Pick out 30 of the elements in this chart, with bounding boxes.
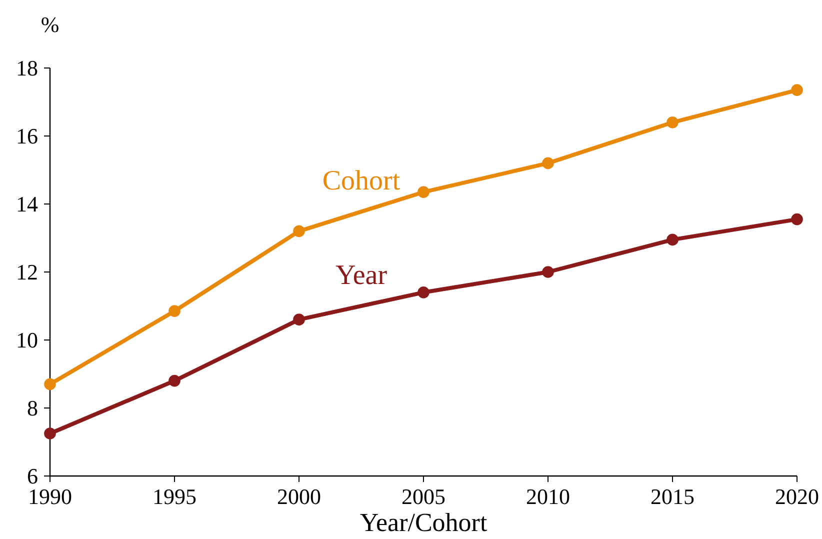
point — [666, 234, 678, 246]
point — [666, 116, 678, 128]
x-tick-label: 2005 — [402, 484, 446, 509]
point — [418, 186, 430, 198]
point — [293, 314, 305, 326]
y-tick-label: 18 — [16, 56, 38, 81]
y-tick-label: 8 — [27, 396, 38, 421]
point — [542, 157, 554, 170]
point — [168, 305, 180, 318]
y-tick-label: 10 — [16, 328, 38, 353]
point — [44, 378, 56, 390]
point — [791, 84, 803, 96]
x-tick-label: 1995 — [152, 484, 196, 509]
point — [791, 213, 803, 226]
point — [44, 428, 56, 440]
x-tick-label: 2010 — [526, 484, 570, 509]
series-label: Cohort — [322, 166, 400, 197]
y-axis-title: % — [40, 12, 60, 37]
x-tick-label: 2015 — [650, 484, 694, 509]
x-tick-label: 2000 — [277, 484, 321, 509]
x-axis-title: Year/Cohort — [360, 508, 488, 537]
x-tick-label: 2020 — [775, 484, 819, 509]
series-label: Year — [335, 260, 388, 291]
point — [418, 286, 430, 298]
y-tick-label: 16 — [16, 124, 38, 149]
point — [168, 374, 180, 387]
point — [293, 225, 305, 238]
y-tick-label: 14 — [16, 192, 38, 217]
point — [542, 266, 554, 278]
y-tick-label: 12 — [16, 260, 38, 285]
